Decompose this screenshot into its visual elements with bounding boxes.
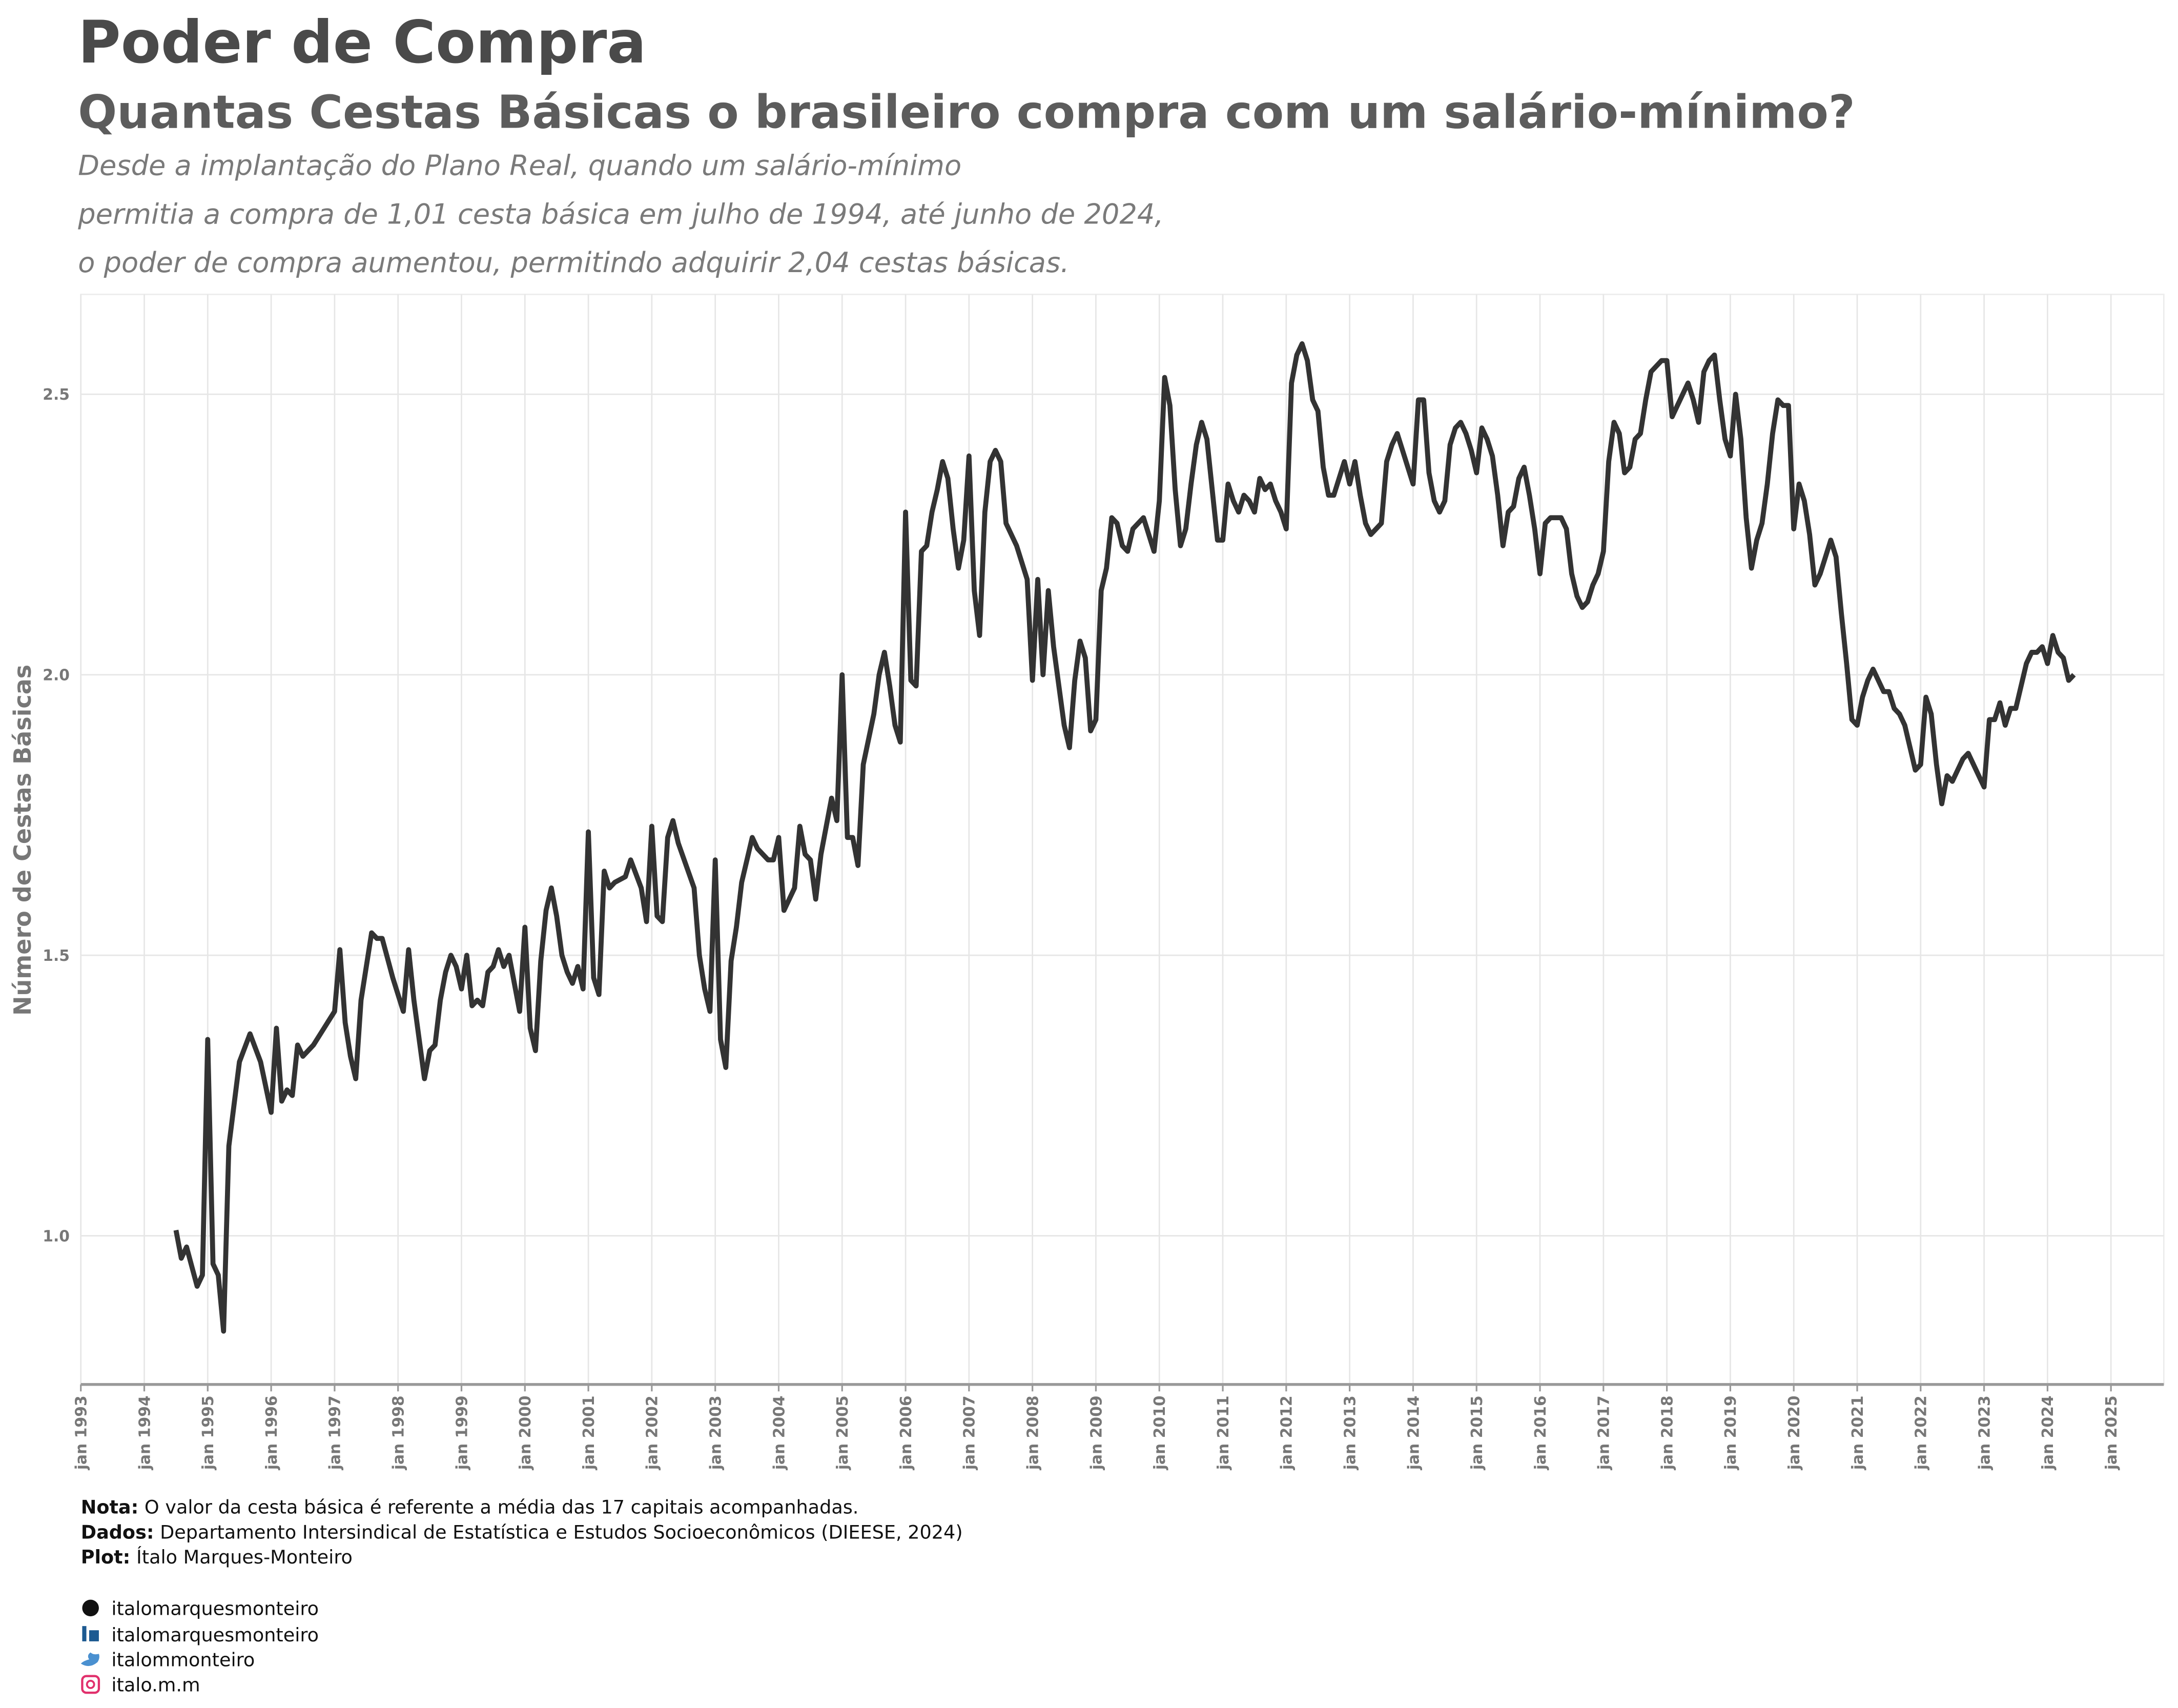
x-tick-label: jan 2013 [1341, 1395, 1359, 1470]
x-tick-label: jan 2000 [517, 1395, 535, 1470]
description: o poder de compra aumentou, permitindo a… [78, 246, 1069, 279]
github-icon [82, 1599, 99, 1617]
x-tick-label: jan 1997 [326, 1395, 344, 1470]
y-tick-label: 2.5 [43, 386, 70, 404]
description: permitia a compra de 1,01 cesta básica e… [77, 198, 1163, 230]
x-tick-label: jan 2006 [897, 1395, 915, 1470]
x-tick-label: jan 1993 [73, 1395, 91, 1470]
x-tick-label: jan 2002 [644, 1395, 662, 1470]
x-tick-label: jan 2023 [1976, 1395, 1994, 1470]
x-tick-label: jan 2020 [1785, 1395, 1803, 1470]
y-axis-label: Número de Cestas Básicas [9, 665, 36, 1016]
x-tick-label: jan 2022 [1913, 1395, 1930, 1470]
social-handle: italommonteiro [111, 1649, 255, 1671]
x-tick-label: jan 2019 [1722, 1395, 1740, 1470]
note-text: Ítalo Marques-Monteiro [136, 1546, 353, 1568]
x-tick-label: jan 1995 [199, 1395, 217, 1470]
y-tick-label: 1.0 [43, 1227, 70, 1245]
instagram-icon [81, 1675, 100, 1694]
data-line [173, 341, 2076, 1334]
social-handle: italo.m.m [111, 1674, 200, 1696]
note: Nota: O valor da cesta básica é referent… [81, 1496, 859, 1518]
note-label: Plot: [81, 1546, 131, 1568]
social-handle: italomarquesmonteiro [111, 1597, 319, 1619]
x-tick-label: jan 2005 [834, 1395, 852, 1470]
x-tick-label: jan 2001 [580, 1395, 598, 1470]
note-text: O valor da cesta básica é referente a mé… [145, 1496, 859, 1518]
x-tick-label: jan 2010 [1151, 1395, 1169, 1470]
x-tick-label: jan 2025 [2103, 1395, 2121, 1470]
note-label: Dados: [81, 1521, 154, 1543]
x-tick-label: jan 2018 [1658, 1395, 1676, 1470]
linkedin-icon [82, 1626, 99, 1641]
note: Dados: Departamento Intersindical de Est… [81, 1521, 963, 1543]
x-tick-label: jan 2017 [1595, 1395, 1613, 1470]
title: Poder de Compra [78, 8, 646, 76]
x-tick-label: jan 2021 [1849, 1395, 1867, 1470]
twitter-icon [80, 1652, 99, 1666]
y-tick-label: 2.0 [43, 667, 70, 685]
axes: 1.0 1.5 2.0 2.5 jan 1993 jan 1994 jan 1995 jan … [43, 386, 2164, 1470]
x-tick-label: jan 2014 [1405, 1395, 1423, 1470]
note: Plot: Ítalo Marques-Monteiro [81, 1546, 353, 1568]
plot [173, 341, 2076, 1334]
description: Desde a implantação do Plano Real, quand… [78, 149, 961, 181]
x-tick-label: jan 2011 [1215, 1395, 1232, 1470]
x-tick-label: jan 1998 [390, 1395, 408, 1470]
x-tick-label: jan 2008 [1024, 1395, 1042, 1470]
x-tick-label: jan 2016 [1532, 1395, 1550, 1470]
x-tick-label: jan 2004 [770, 1395, 788, 1470]
x-tick-label: jan 2003 [707, 1395, 725, 1470]
x-tick-label: jan 2024 [2039, 1395, 2057, 1470]
note-text: Departamento Intersindical de Estatístic… [160, 1521, 962, 1543]
grid [80, 294, 2165, 1385]
x-tick-label: jan 2009 [1087, 1395, 1105, 1470]
subtitle: Quantas Cestas Básicas o brasileiro comp… [78, 86, 1855, 139]
x-tick-label: jan 2012 [1278, 1395, 1296, 1470]
x-tick-label: jan 1999 [453, 1395, 471, 1470]
x-tick-label: jan 1996 [263, 1395, 281, 1470]
plot-background [80, 294, 2165, 1385]
x-tick-label: jan 2007 [961, 1395, 979, 1470]
x-tick-label: jan 2015 [1468, 1395, 1486, 1470]
y-tick-label: 1.5 [43, 947, 70, 965]
x-tick-label: jan 1994 [136, 1395, 154, 1470]
social-handle: italomarquesmonteiro [111, 1624, 319, 1646]
note-label: Nota: [81, 1496, 139, 1518]
